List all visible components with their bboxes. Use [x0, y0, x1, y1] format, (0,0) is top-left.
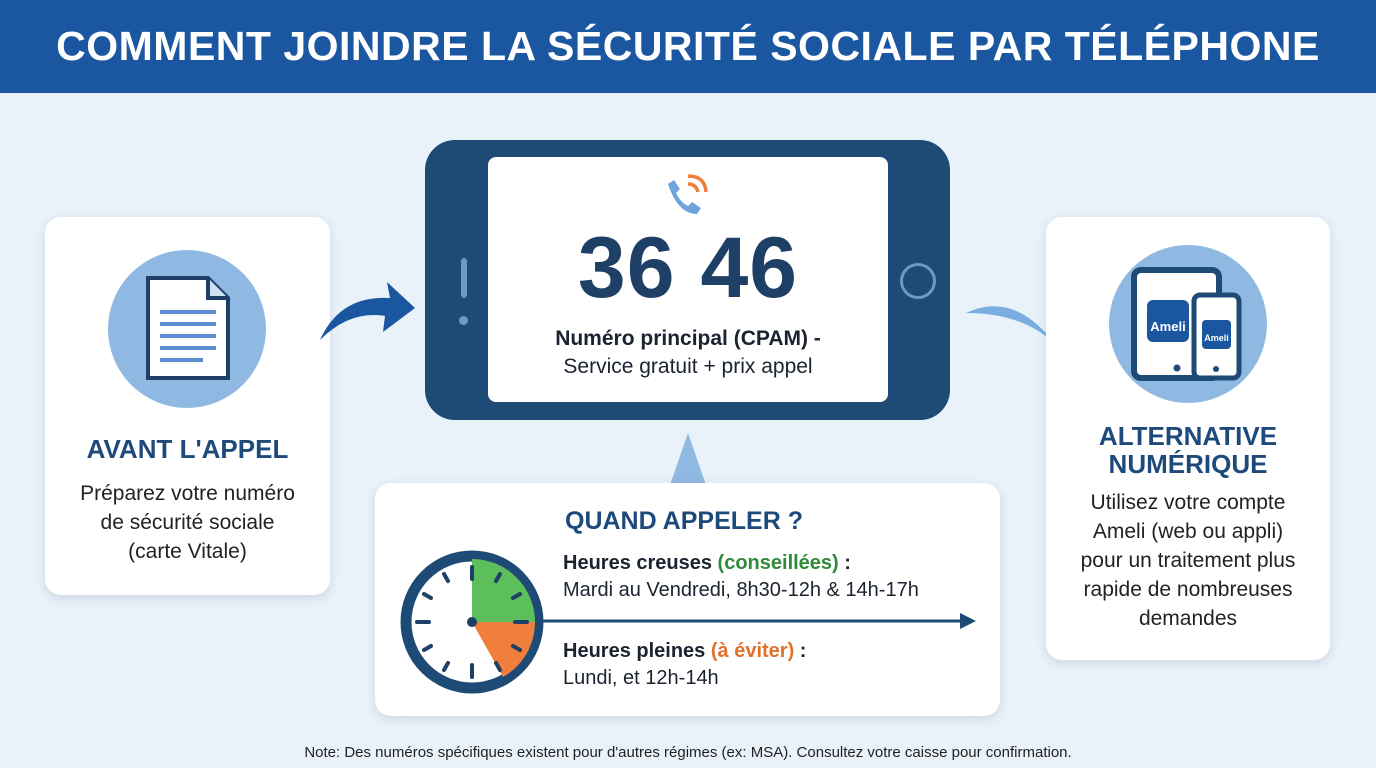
title-line: NUMÉRIQUE: [1108, 449, 1268, 479]
off-peak-tag: (conseillées): [717, 552, 839, 574]
phone-illustration: 36 46 Numéro principal (CPAM) - Service …: [425, 140, 950, 420]
text-line: Ameli (web ou appli): [1092, 520, 1284, 543]
text-line: pour un traitement plus: [1080, 549, 1296, 572]
phone-speaker: [461, 258, 467, 298]
off-peak-heading: Heures creuses (conseillées) :: [563, 552, 851, 575]
footnote: Note: Des numéros spécifiques existent p…: [304, 744, 1072, 761]
text-line: de sécurité sociale: [100, 511, 275, 534]
phone-number: 36 46: [577, 220, 799, 316]
digital-text: Utilisez votre compte Ameli (web ou appl…: [1046, 488, 1330, 633]
phone-screen: 36 46 Numéro principal (CPAM) - Service …: [488, 157, 888, 402]
document-circle: [108, 250, 266, 408]
digital-alternative-card: Ameli Ameli ALTERNATIVE NUMÉRIQUE Utilis…: [1046, 217, 1330, 660]
peak-tag: (à éviter): [710, 640, 795, 662]
text-line: Préparez votre numéro: [80, 482, 295, 505]
before-call-card: AVANT L'APPEL Préparez votre numéro de s…: [45, 217, 330, 595]
devices-circle: Ameli Ameli: [1109, 245, 1267, 403]
peak-hours: Lundi, et 12h-14h: [563, 667, 719, 689]
before-call-text: Préparez votre numéro de sécurité social…: [45, 479, 330, 566]
page-title: COMMENT JOINDRE LA SÉCURITÉ SOCIALE PAR …: [56, 23, 1320, 69]
text-line: (carte Vitale): [128, 540, 247, 563]
when-to-call-card: QUAND APPELER ? Heures creuses (conseill…: [375, 483, 1000, 716]
colon: :: [794, 640, 807, 662]
when-title: QUAND APPELER ?: [565, 507, 803, 535]
title-line: ALTERNATIVE: [1098, 421, 1278, 451]
clock-icon: [400, 550, 544, 694]
phone-label: Numéro principal (CPAM) -: [555, 327, 821, 350]
phone-camera: [459, 316, 468, 325]
arrow-to-phone-icon: [320, 282, 415, 340]
colon: :: [838, 552, 851, 574]
digital-title: ALTERNATIVE NUMÉRIQUE: [1046, 422, 1330, 478]
off-peak-label: Heures creuses: [563, 552, 712, 574]
devices-icon: Ameli Ameli: [1131, 267, 1242, 381]
text-line: rapide de nombreuses: [1083, 578, 1293, 601]
text-line: Utilisez votre compte: [1090, 491, 1286, 514]
curve-to-digital-icon: [966, 306, 1056, 345]
peak-heading: Heures pleines (à éviter) :: [563, 640, 806, 663]
document-icon: [146, 276, 230, 380]
ameli-logo-text-small: Ameli: [1204, 333, 1229, 343]
text-line: demandes: [1138, 607, 1238, 630]
home-button: [900, 263, 936, 299]
timeline-arrow: [540, 613, 976, 629]
phone-sublabel: Service gratuit + prix appel: [563, 355, 813, 378]
before-call-title: AVANT L'APPEL: [86, 434, 289, 464]
ameli-logo-text: Ameli: [1150, 319, 1185, 334]
peak-label: Heures pleines: [563, 640, 706, 662]
off-peak-hours: Mardi au Vendredi, 8h30-12h & 14h-17h: [563, 579, 919, 601]
phone-call-icon: [668, 174, 708, 214]
header-banner: COMMENT JOINDRE LA SÉCURITÉ SOCIALE PAR …: [0, 0, 1376, 93]
pointer-triangle: [670, 433, 706, 485]
